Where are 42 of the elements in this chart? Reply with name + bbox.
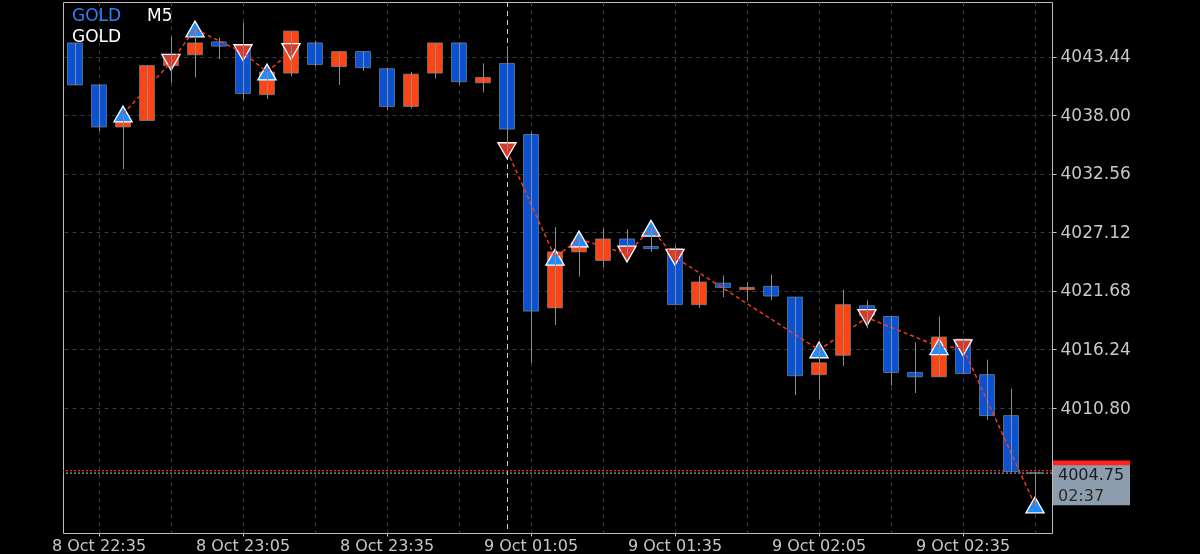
candlestick [403,71,419,110]
ref-line-label: 4004.75 [1058,465,1125,485]
x-tick-label: 9 Oct 02:35 [915,535,1011,554]
y-tick-label: 4010.80 [1060,397,1131,418]
candlestick [979,359,995,421]
candlestick [691,275,707,309]
y-tick-label: 4038.00 [1060,104,1131,125]
annotation: M5 [147,5,173,25]
candlestick [739,281,755,301]
text: GOLD [72,26,122,46]
candlestick [787,296,803,396]
candlestick [427,42,443,79]
y-tick-label: 4032.56 [1060,163,1131,184]
candlestick [475,62,491,93]
candlestick [811,342,827,400]
x-tick-label: 9 Oct 01:05 [483,535,579,554]
candlestick [715,275,731,298]
candlestick [91,84,107,132]
y-tick-label: 4027.12 [1060,221,1131,242]
x-tick-label: 8 Oct 23:05 [195,535,291,554]
candlestick [595,227,611,268]
text: 02:37 [1058,486,1105,506]
candlestick [331,51,347,86]
x-tick-label: 9 Oct 01:35 [627,535,723,554]
candlestick [763,274,779,301]
candlestick [907,341,923,394]
candlestick [67,42,83,86]
candlestick [379,67,395,111]
chart-title: GOLD [72,5,122,25]
x-tick-label: 8 Oct 23:35 [339,535,435,554]
candlestick [1003,388,1019,473]
candlestick [307,40,323,68]
y-tick-label: 4016.24 [1060,338,1131,359]
x-tick-label: 8 Oct 22:35 [51,535,147,554]
candlestick [211,37,227,60]
candlestick [835,289,851,367]
candlestick [451,42,467,86]
y-tick-label: 4043.44 [1060,46,1131,66]
y-tick-label: 4021.68 [1060,280,1131,301]
candlestick [355,51,371,72]
x-tick-label: 9 Oct 02:05 [771,535,867,554]
candlestick [883,316,899,386]
